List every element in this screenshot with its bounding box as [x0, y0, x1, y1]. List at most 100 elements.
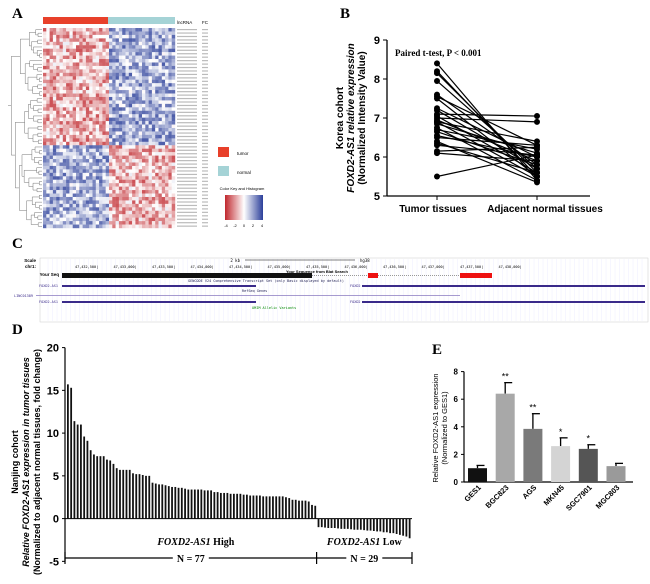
heatmap-cell [59, 193, 63, 198]
heatmap-cell [161, 121, 166, 125]
gene-label-mark [177, 115, 197, 117]
heatmap-cell [171, 62, 176, 67]
heatmap-cell [138, 90, 143, 94]
heatmap-cell [69, 196, 73, 201]
fc-value-mark [202, 170, 208, 172]
heatmap-cell [132, 107, 136, 111]
heatmap-cell [69, 65, 73, 70]
heatmap-cell [79, 41, 83, 46]
heatmap-cell [52, 52, 57, 56]
heatmap-cell [109, 93, 113, 98]
heatmap-cell [122, 155, 126, 160]
heatmap-cell [148, 114, 153, 118]
heatmap-cell [165, 148, 169, 153]
heatmap-cell [76, 224, 80, 229]
heatmap-cell [82, 196, 87, 201]
heatmap-cell [46, 210, 50, 215]
heatmap-cell [62, 179, 67, 184]
heatmap-cell [148, 62, 153, 67]
heatmap-cell [89, 193, 93, 198]
bar-high [203, 490, 206, 519]
heatmap-cell [115, 221, 120, 225]
heatmap-cell [43, 207, 47, 211]
heatmap-cell [99, 83, 103, 87]
gene-track-foxd2-as1 [62, 285, 256, 287]
heatmap-cell [168, 221, 172, 225]
heatmap-cell [171, 207, 176, 211]
heatmap-cell [56, 38, 60, 42]
heatmap-cell [99, 65, 103, 70]
heatmap-cell [62, 100, 67, 105]
gene-label-mark [177, 197, 197, 200]
heatmap-cell [161, 103, 166, 108]
dendrogram-branch [37, 222, 42, 227]
heatmap-cell [76, 145, 80, 149]
heatmap-cell [95, 159, 100, 163]
heatmap-cell [155, 28, 159, 32]
gene-label-mark [177, 29, 197, 31]
tumor-point [434, 173, 440, 180]
bar-low [363, 518, 365, 531]
heatmap-cell [171, 65, 176, 70]
heatmap-cell [49, 217, 54, 222]
heatmap-cell [161, 52, 166, 56]
heatmap-cell [132, 152, 136, 156]
heatmap-cell [59, 176, 63, 180]
bar-high [151, 482, 154, 519]
heatmap-cell [102, 117, 106, 122]
heatmap-cell [155, 179, 159, 184]
fc-value-mark [202, 163, 208, 165]
heatmap-cell [145, 196, 149, 201]
heatmap-cell [105, 214, 110, 218]
heatmap-cell [165, 217, 169, 222]
fc-value-mark [202, 42, 208, 44]
heatmap-cell [49, 214, 54, 218]
heatmap-cell [59, 65, 63, 70]
bar-low [369, 518, 372, 531]
heatmap-cell [142, 69, 146, 74]
heatmap-cell [99, 203, 103, 208]
heatmap-cell [135, 155, 139, 160]
heatmap-cell [79, 52, 83, 56]
heatmap-cell [125, 110, 129, 115]
heatmap-cell [105, 224, 110, 229]
heatmap-cell [82, 121, 87, 125]
heatmap-cell [151, 121, 156, 125]
heatmap-cell [69, 45, 73, 49]
heatmap-cell [62, 217, 67, 222]
heatmap-cell [66, 65, 70, 70]
fc-value-mark [202, 125, 208, 127]
heatmap-cell [52, 59, 57, 63]
heatmap-cell [95, 34, 100, 39]
heatmap-cell [151, 196, 156, 201]
heatmap-cell [72, 169, 77, 174]
fc-value-mark [202, 66, 208, 69]
bar-high [272, 496, 274, 519]
heatmap-cell [135, 200, 139, 205]
heatmap-cell [112, 121, 116, 125]
heatmap-cell [168, 138, 172, 142]
heatmap-cell [161, 28, 166, 32]
heatmap-cell [92, 59, 96, 63]
dendrogram-branch [39, 181, 42, 186]
x-tick-label: GES1 [462, 483, 483, 504]
heatmap-cell [115, 152, 120, 156]
heatmap-cell [112, 41, 116, 46]
heatmap-cell [46, 196, 50, 201]
heatmap-cell [128, 86, 133, 91]
heatmap-cell [118, 79, 123, 84]
heatmap-cell [69, 159, 73, 163]
heatmap-cell [92, 96, 96, 101]
heatmap-cell [79, 117, 83, 122]
heatmap-cell [118, 41, 123, 46]
gene-label-mark [177, 46, 197, 48]
heatmap-cell [49, 110, 54, 115]
heatmap-cell [161, 59, 166, 63]
heatmap-cell [128, 124, 133, 129]
heatmap-cell [95, 176, 100, 180]
heatmap-cell [49, 207, 54, 211]
heatmap-cell [118, 34, 123, 39]
heatmap-cell [118, 193, 123, 198]
heatmap-cell [158, 76, 162, 80]
